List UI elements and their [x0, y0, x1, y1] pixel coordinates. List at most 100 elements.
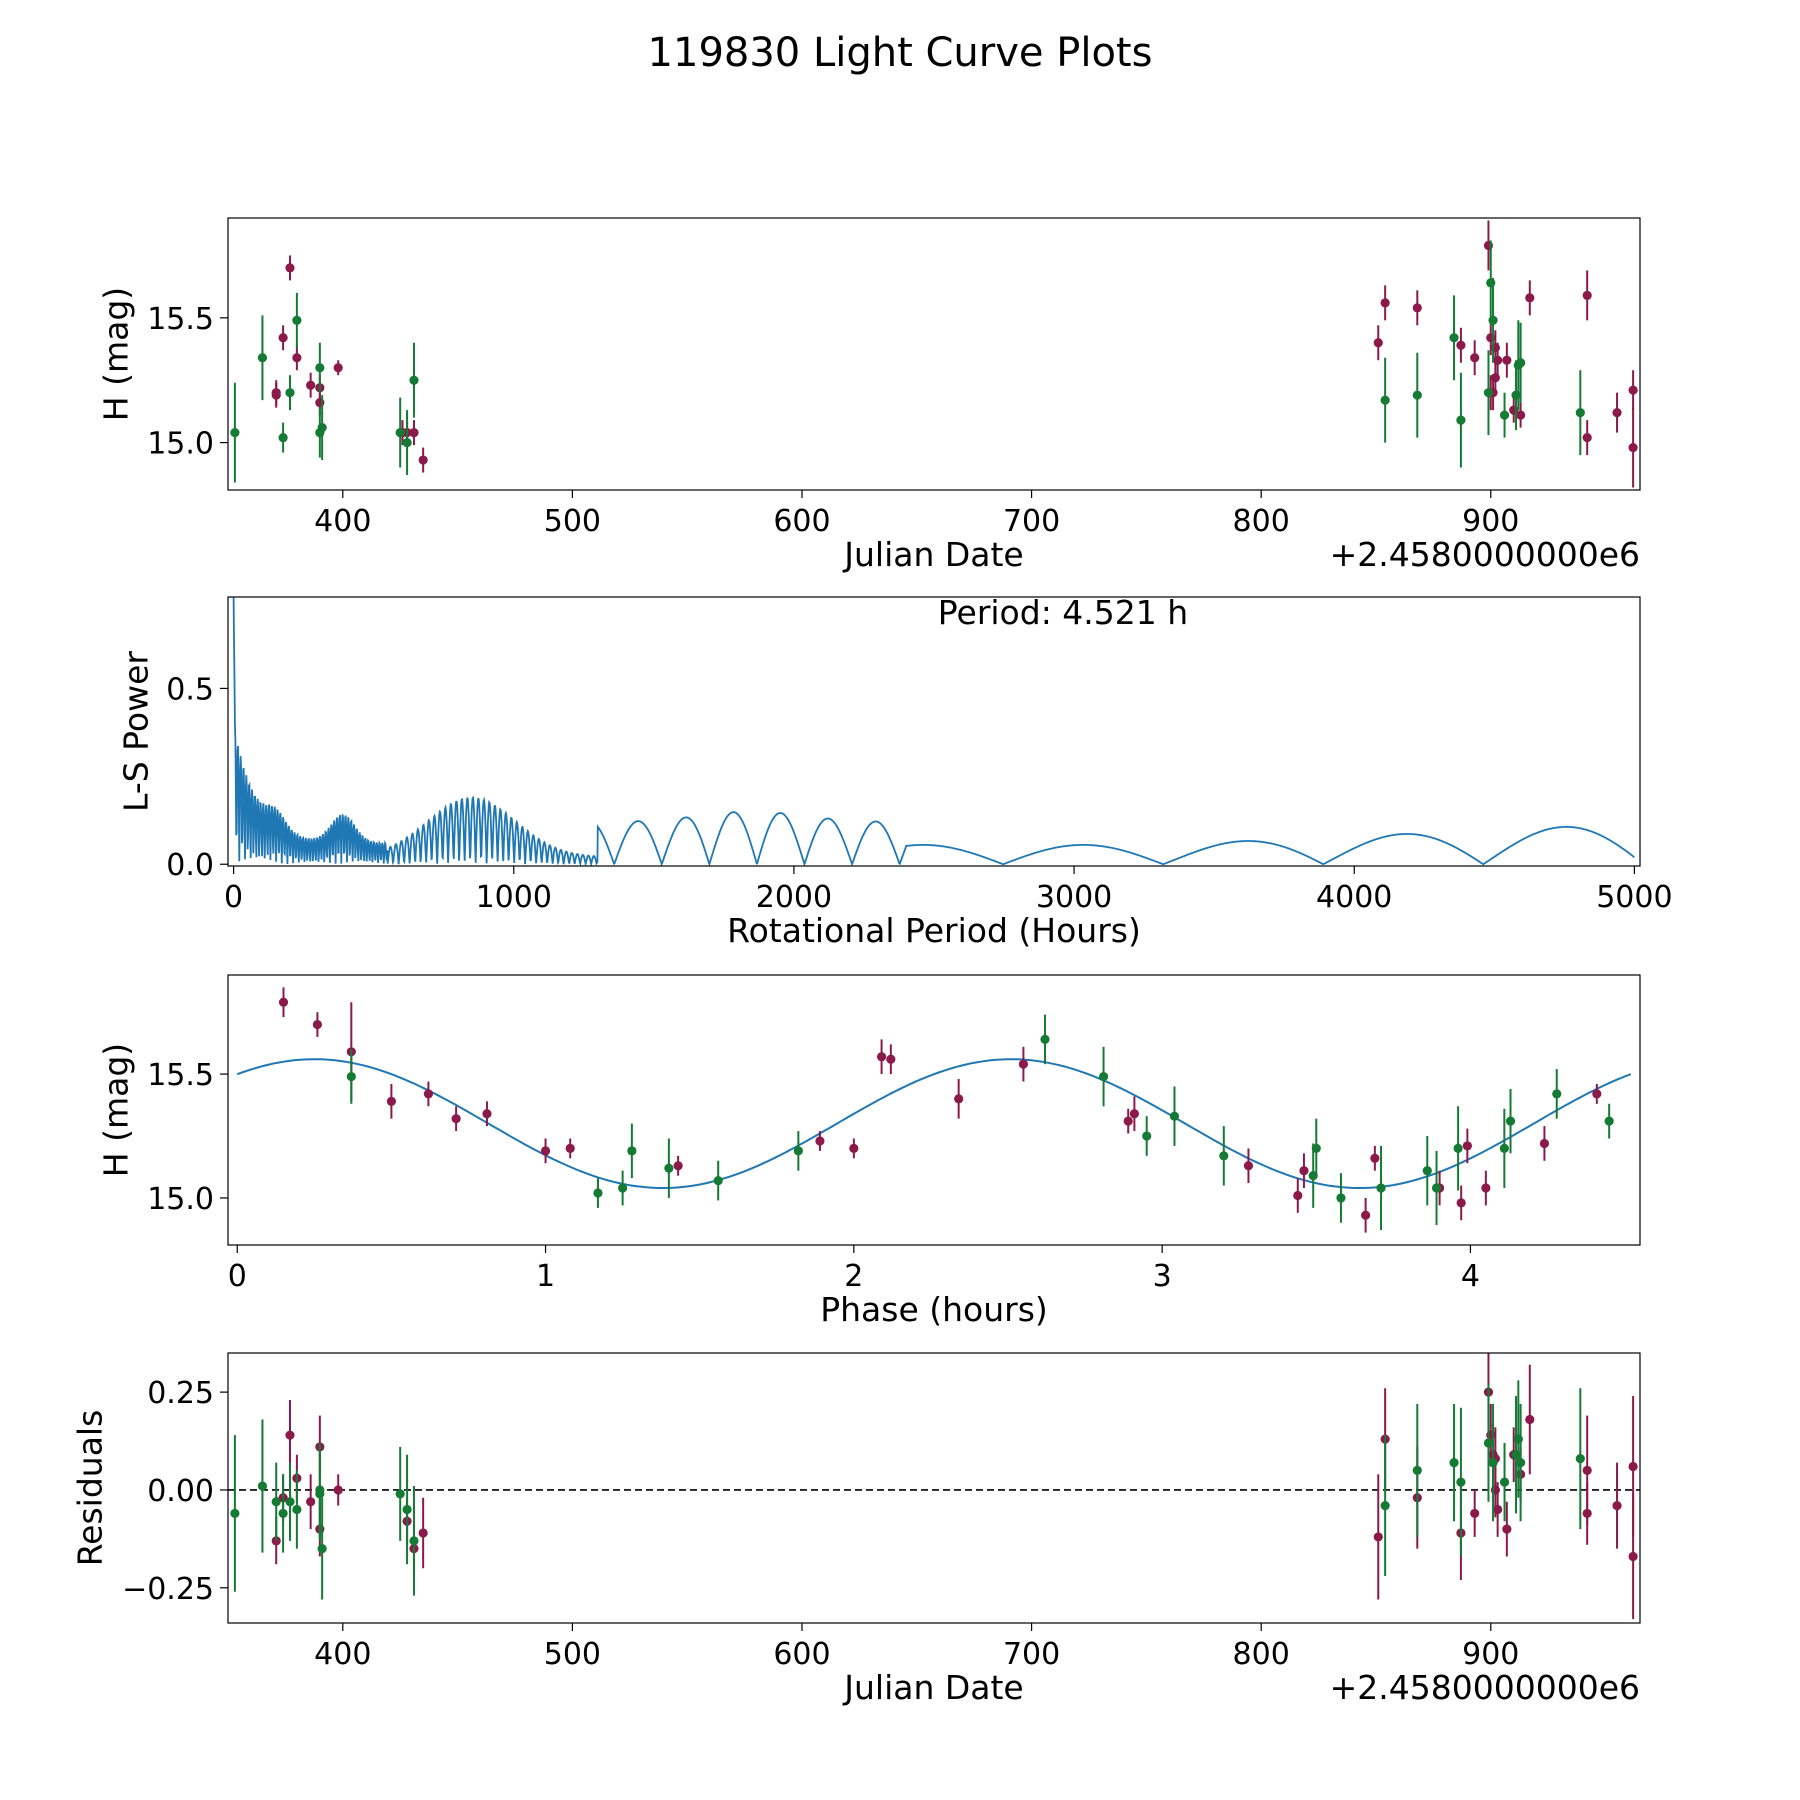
phase-point-red: [876, 1052, 887, 1062]
lc-point-red: [1628, 385, 1638, 395]
lc-point-green: [230, 428, 240, 438]
resid-point-red: [1373, 1532, 1383, 1542]
resid-point-green: [1380, 1501, 1390, 1511]
phase-point-green: [1552, 1089, 1562, 1099]
resid-point-red: [418, 1528, 428, 1538]
phase-point-green: [346, 1071, 356, 1082]
panel-light-curve: 400 500 600 700 800 900 15.0 15.5 Julian Date H…: [97, 217, 1641, 574]
resid-point-green: [1499, 1477, 1510, 1487]
lc-xtick-label: 800: [1233, 504, 1290, 539]
resid-point-red: [285, 1430, 295, 1440]
figure-title: 119830 Light Curve Plots: [648, 30, 1153, 76]
phase-point-green: [793, 1146, 803, 1156]
lc-point-green: [1499, 410, 1510, 420]
phase-point-green: [1422, 1166, 1432, 1176]
lc-xtick-label: 900: [1462, 504, 1519, 539]
resid-point-red: [1628, 1551, 1638, 1562]
phase-point-green: [713, 1175, 723, 1186]
phase-point-red: [1293, 1190, 1303, 1201]
resid-point-green: [402, 1504, 412, 1515]
ls-ylabel: L-S Power: [117, 651, 156, 812]
panel-periodogram: 0 1000 2000 3000 4000 5000 0.0 0.5 Rotational P…: [117, 593, 1673, 950]
lc-point-red: [1456, 340, 1466, 350]
phase-point-red: [451, 1114, 461, 1124]
ls-xtick-label: 0: [224, 880, 243, 915]
phase-ytick-label: 15.5: [147, 1058, 214, 1093]
lc-xtick-label: 400: [314, 504, 371, 539]
phase-point-red: [673, 1161, 683, 1171]
lc-point-red: [409, 428, 419, 438]
resid-point-red: [1582, 1465, 1592, 1475]
lc-point-red: [1493, 355, 1503, 365]
lc-point-green: [317, 423, 327, 433]
resid-xlabel: Julian Date: [842, 1668, 1024, 1707]
lc-point-red: [1582, 432, 1592, 443]
resid-point-green: [230, 1508, 240, 1519]
resid-point-red: [1470, 1508, 1480, 1519]
lc-axes-frame: [227, 217, 1641, 491]
phase-xtick-label: 3: [1153, 1259, 1172, 1294]
phase-axes-frame: [227, 974, 1641, 1246]
resid-xtick-label: 900: [1462, 1637, 1519, 1672]
lc-xlabel: Julian Date: [842, 535, 1024, 574]
ls-plot-area: [232, 597, 1635, 866]
lc-point-green: [1412, 390, 1422, 400]
resid-point-green: [1483, 1438, 1494, 1448]
phase-xlabel: Phase (hours): [820, 1290, 1048, 1329]
resid-point-red: [306, 1497, 316, 1507]
phase-point-green: [627, 1146, 637, 1156]
phase-point-red: [278, 997, 289, 1007]
resid-axes-frame: [227, 1352, 1641, 1624]
phase-point-green: [1376, 1183, 1386, 1193]
lc-point-green: [1380, 395, 1390, 405]
panel-residuals: 400 500 600 700 800 900 −0.25 0.00 0.25 Julian D…: [71, 1352, 1641, 1707]
lc-point-red: [1470, 353, 1480, 363]
lc-point-red: [1502, 355, 1512, 365]
lc-point-red: [418, 455, 428, 465]
resid-point-green: [285, 1497, 295, 1507]
lc-point-red: [1582, 290, 1592, 300]
phase-point-green: [1040, 1034, 1050, 1045]
lc-point-green: [257, 353, 268, 363]
phase-point-green: [1499, 1143, 1509, 1153]
phase-point-green: [1604, 1116, 1614, 1126]
phase-point-red: [482, 1109, 492, 1119]
ls-xtick-label: 1000: [476, 880, 552, 915]
resid-point-red: [1502, 1524, 1512, 1534]
lc-xtick-label: 700: [1003, 504, 1060, 539]
resid-point-red: [1493, 1504, 1503, 1515]
lc-point-green: [315, 363, 325, 373]
resid-ticks: 400 500 600 700 800 900 −0.25 0.00 0.25: [122, 1376, 1519, 1672]
phase-model-curve: [236, 1058, 1632, 1189]
phase-point-red: [1129, 1109, 1139, 1119]
resid-point-red: [333, 1485, 343, 1495]
phase-point-red: [565, 1143, 575, 1153]
phase-point-green: [1505, 1116, 1516, 1126]
resid-point-red: [1628, 1461, 1638, 1472]
phase-point-red: [886, 1054, 896, 1064]
ls-xtick-label: 3000: [1036, 880, 1112, 915]
phase-xtick-label: 0: [228, 1259, 247, 1294]
resid-point-red: [1612, 1501, 1622, 1511]
lc-point-red: [271, 388, 281, 398]
ls-xtick-label: 5000: [1596, 880, 1672, 915]
ls-xtick-label: 2000: [756, 880, 832, 915]
resid-xtick-label: 700: [1003, 1637, 1060, 1672]
phase-point-red: [1456, 1198, 1466, 1208]
resid-point-red: [1582, 1508, 1592, 1519]
resid-point-green: [1488, 1457, 1498, 1468]
phase-point-green: [1098, 1071, 1109, 1082]
lc-point-red: [278, 333, 288, 343]
phase-point-red: [312, 1019, 323, 1030]
lc-point-green: [395, 428, 405, 438]
lc-point-green: [278, 432, 288, 443]
lc-point-green: [1488, 315, 1498, 325]
lc-point-green: [1483, 388, 1494, 398]
phase-point-green: [1169, 1111, 1180, 1121]
resid-ytick-label: −0.25: [122, 1572, 214, 1607]
resid-offset-label: +2.4580000000e6: [1330, 1668, 1640, 1707]
resid-point-green: [257, 1481, 268, 1491]
phase-point-green: [1431, 1183, 1442, 1193]
lc-point-green: [285, 388, 295, 398]
lc-point-red: [1412, 303, 1422, 313]
